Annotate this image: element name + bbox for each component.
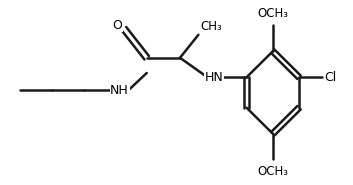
Text: NH: NH xyxy=(110,84,129,97)
Text: CH₃: CH₃ xyxy=(200,20,222,33)
Text: OCH₃: OCH₃ xyxy=(257,165,288,178)
Text: O: O xyxy=(113,19,122,32)
Text: HN: HN xyxy=(204,71,223,84)
Text: OCH₃: OCH₃ xyxy=(257,7,288,20)
Text: Cl: Cl xyxy=(324,71,337,84)
